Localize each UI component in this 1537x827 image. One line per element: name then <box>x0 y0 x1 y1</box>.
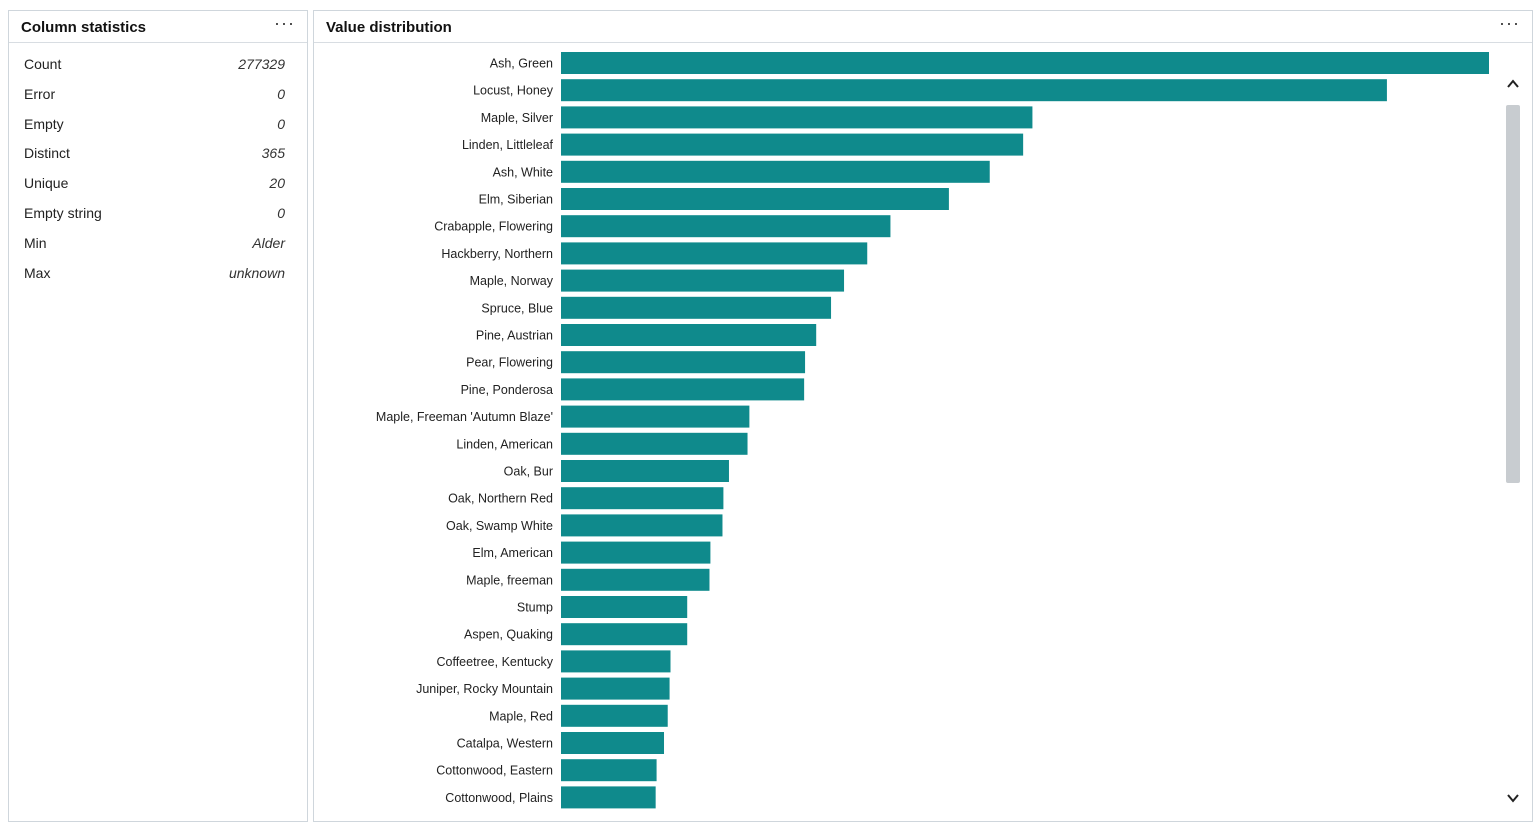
category-label: Juniper, Rocky Mountain <box>416 682 553 696</box>
category-label: Ash, White <box>493 165 553 179</box>
stat-label: Unique <box>24 175 69 192</box>
stat-row: Max unknown <box>9 260 307 290</box>
category-label: Oak, Bur <box>504 465 553 479</box>
stat-value: 277329 <box>238 56 285 72</box>
stat-value: 0 <box>277 115 285 132</box>
distribution-bar[interactable] <box>561 596 688 618</box>
category-label: Linden, American <box>456 437 553 451</box>
category-label: Maple, Silver <box>481 111 553 125</box>
distribution-bar[interactable] <box>561 677 670 700</box>
category-label: Spruce, Blue <box>481 301 553 315</box>
category-label: Ash, Green <box>490 57 553 71</box>
category-label: Hackberry, Northern <box>441 247 553 261</box>
category-label: Aspen, Quaking <box>464 628 553 642</box>
category-label: Maple, Freeman 'Autumn Blaze' <box>376 410 553 424</box>
category-label: Oak, Northern Red <box>448 492 553 506</box>
category-label: Linden, Littleleaf <box>462 138 554 152</box>
stat-row: Empty string 0 <box>9 200 307 230</box>
stat-row: Distinct 365 <box>9 140 307 170</box>
category-label: Stump <box>517 601 553 615</box>
column-statistics-header: Column statistics ··· <box>9 11 307 43</box>
value-distribution-panel: Value distribution ··· Ash, Green Locust,… <box>313 10 1533 822</box>
category-label: Elm, American <box>472 546 553 560</box>
distribution-bar[interactable] <box>561 704 668 727</box>
distribution-bar[interactable] <box>561 541 711 564</box>
scroll-track[interactable] <box>1506 97 1520 787</box>
distribution-bar[interactable] <box>561 188 949 210</box>
stat-value: 20 <box>269 175 285 192</box>
stat-label: Error <box>24 85 56 102</box>
stat-row: Count 277329 <box>9 51 307 81</box>
distribution-bar[interactable] <box>561 650 671 673</box>
category-label: Pear, Flowering <box>466 356 553 370</box>
distribution-bar[interactable] <box>561 623 688 646</box>
distribution-bar[interactable] <box>561 269 845 292</box>
category-label: Elm, Siberian <box>479 193 553 207</box>
category-label: Crabapple, Flowering <box>434 220 553 234</box>
category-label: Oak, Swamp White <box>446 519 553 533</box>
stat-value: 0 <box>277 204 285 221</box>
distribution-bar[interactable] <box>561 52 1489 74</box>
category-label: Coffeetree, Kentucky <box>436 655 553 669</box>
distribution-bar[interactable] <box>561 79 1387 102</box>
stat-value: Alder <box>252 234 285 251</box>
distribution-bar[interactable] <box>561 514 723 537</box>
value-distribution-header: Value distribution ··· <box>314 11 1532 43</box>
category-label: Cottonwood, Plains <box>445 791 553 805</box>
stat-value: unknown <box>228 264 285 281</box>
distribution-bar[interactable] <box>561 133 1024 156</box>
column-statistics-title: Column statistics <box>21 19 147 36</box>
category-label: Cottonwood, Eastern <box>436 764 553 778</box>
distribution-bar[interactable] <box>561 487 724 510</box>
distribution-bar[interactable] <box>561 732 665 754</box>
category-label: Maple, Norway <box>470 274 554 288</box>
distribution-bar[interactable] <box>561 378 805 401</box>
scroll-thumb[interactable] <box>1506 105 1520 483</box>
category-label: Maple, Red <box>489 709 553 723</box>
value-distribution-chart: Ash, Green Locust, Honey Maple, Silver Lind… <box>376 52 1489 809</box>
value-distribution-menu-icon[interactable]: ··· <box>1499 13 1520 33</box>
category-label: Pine, Austrian <box>476 329 553 343</box>
stat-row: Error 0 <box>9 81 307 111</box>
stat-label: Min <box>24 234 47 251</box>
stat-label: Max <box>24 264 51 281</box>
distribution-bar[interactable] <box>561 759 657 782</box>
distribution-bar[interactable] <box>561 460 729 482</box>
stat-value: 0 <box>277 85 285 102</box>
distribution-bar[interactable] <box>561 242 868 265</box>
stat-row: Empty 0 <box>9 111 307 141</box>
category-label: Locust, Honey <box>473 84 554 98</box>
stat-value: 365 <box>261 145 285 162</box>
stat-label: Count <box>24 56 62 72</box>
column-statistics-menu-icon[interactable]: ··· <box>274 13 295 33</box>
distribution-bar[interactable] <box>561 351 806 374</box>
value-distribution-title: Value distribution <box>326 19 452 36</box>
distribution-bar[interactable] <box>561 160 990 183</box>
category-label: Maple, freeman <box>466 573 553 587</box>
distribution-bar[interactable] <box>561 568 710 591</box>
stats-list: Count 277329 Error 0 Empty 0 Distinct 365 Unique… <box>9 51 307 289</box>
category-label: Catalpa, Western <box>457 737 553 751</box>
category-label: Pine, Ponderosa <box>461 383 553 397</box>
distribution-bar[interactable] <box>561 296 832 319</box>
chevron-up-icon[interactable] <box>1504 75 1522 93</box>
distribution-bar[interactable] <box>561 324 817 346</box>
column-statistics-panel: Column statistics ··· Count 277329 Error 0 E… <box>8 10 308 822</box>
stat-row: Unique 20 <box>9 170 307 200</box>
distribution-bar[interactable] <box>561 786 656 809</box>
stat-label: Empty <box>24 115 64 132</box>
distribution-bar[interactable] <box>561 432 748 455</box>
stat-row: Min Alder <box>9 230 307 260</box>
vertical-scrollbar[interactable] <box>1502 75 1524 807</box>
stat-label: Distinct <box>24 145 70 162</box>
stat-label: Empty string <box>24 204 102 221</box>
chevron-down-icon[interactable] <box>1504 789 1522 807</box>
distribution-bar[interactable] <box>561 215 891 238</box>
distribution-bar[interactable] <box>561 405 750 428</box>
distribution-bar[interactable] <box>561 106 1033 129</box>
